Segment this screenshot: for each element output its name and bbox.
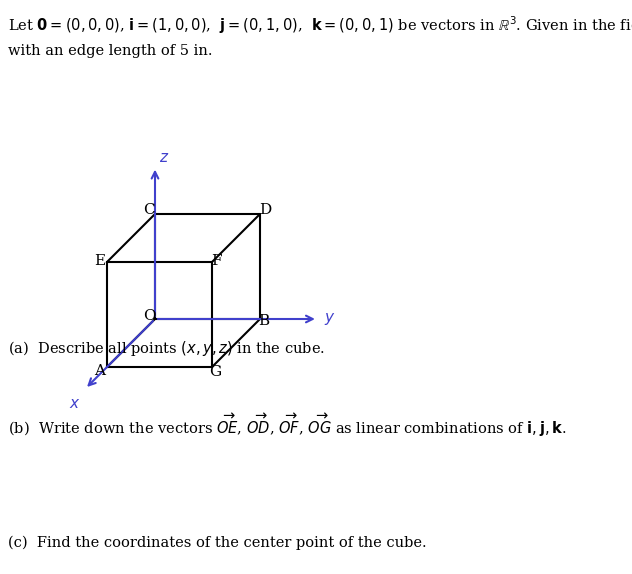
Text: C: C bbox=[143, 203, 155, 217]
Text: F: F bbox=[212, 254, 222, 268]
Text: O: O bbox=[143, 309, 155, 323]
Text: Let $\mathbf{0} = (0,0,0)$, $\mathbf{i} = (1,0,0)$,  $\mathbf{j} = (0,1,0)$,  $\: Let $\mathbf{0} = (0,0,0)$, $\mathbf{i} … bbox=[8, 14, 632, 36]
Text: A: A bbox=[94, 364, 106, 378]
Text: $z$: $z$ bbox=[159, 150, 169, 165]
Text: (c)  Find the coordinates of the center point of the cube.: (c) Find the coordinates of the center p… bbox=[8, 536, 427, 550]
Text: (a)  Describe all points $(x, y, z)$ in the cube.: (a) Describe all points $(x, y, z)$ in t… bbox=[8, 339, 325, 358]
Text: (b)  Write down the vectors $\overrightarrow{OE}$, $\overrightarrow{OD}$, $\over: (b) Write down the vectors $\overrightar… bbox=[8, 412, 566, 439]
Text: G: G bbox=[210, 365, 222, 379]
Text: $y$: $y$ bbox=[324, 311, 336, 327]
Text: $x$: $x$ bbox=[70, 396, 81, 411]
Text: D: D bbox=[259, 203, 271, 217]
Text: with an edge length of 5 in.: with an edge length of 5 in. bbox=[8, 44, 212, 58]
Text: B: B bbox=[258, 314, 270, 328]
Text: E: E bbox=[94, 254, 106, 268]
